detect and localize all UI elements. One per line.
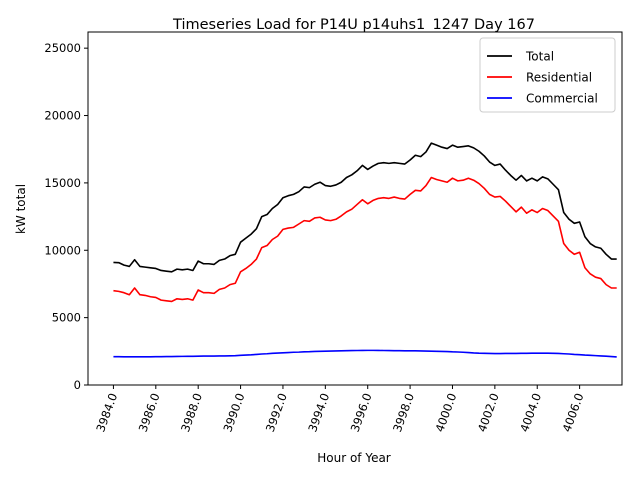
series-layer bbox=[113, 142, 617, 358]
legend-label-total: Total bbox=[525, 50, 554, 64]
legend-label-residential: Residential bbox=[526, 71, 592, 85]
y-tick-label: 15000 bbox=[44, 176, 81, 190]
y-tick-label: 25000 bbox=[44, 41, 81, 55]
y-tick-label: 20000 bbox=[44, 109, 81, 123]
y-axis-ticks: 0 5000 10000 15000 20000 25000 bbox=[44, 41, 88, 392]
series-line-total bbox=[113, 142, 617, 273]
y-tick-label: 5000 bbox=[52, 311, 81, 325]
legend-box bbox=[479, 37, 616, 113]
y-axis-label: kW total bbox=[14, 184, 28, 234]
legend-items: Total Residential Commercial bbox=[487, 50, 598, 106]
x-axis-label: Hour of Year bbox=[317, 451, 391, 465]
chart-title: Timeseries Load for P14U p14uhs1_1247 Da… bbox=[172, 17, 535, 33]
series-line-commercial bbox=[113, 349, 617, 358]
y-tick-label: 10000 bbox=[44, 243, 81, 257]
legend-label-commercial: Commercial bbox=[526, 92, 598, 106]
series-line-residential bbox=[113, 176, 617, 303]
y-tick-label: 0 bbox=[74, 378, 81, 392]
legend: Total Residential Commercial bbox=[479, 37, 616, 113]
plot-frame bbox=[87, 31, 623, 386]
